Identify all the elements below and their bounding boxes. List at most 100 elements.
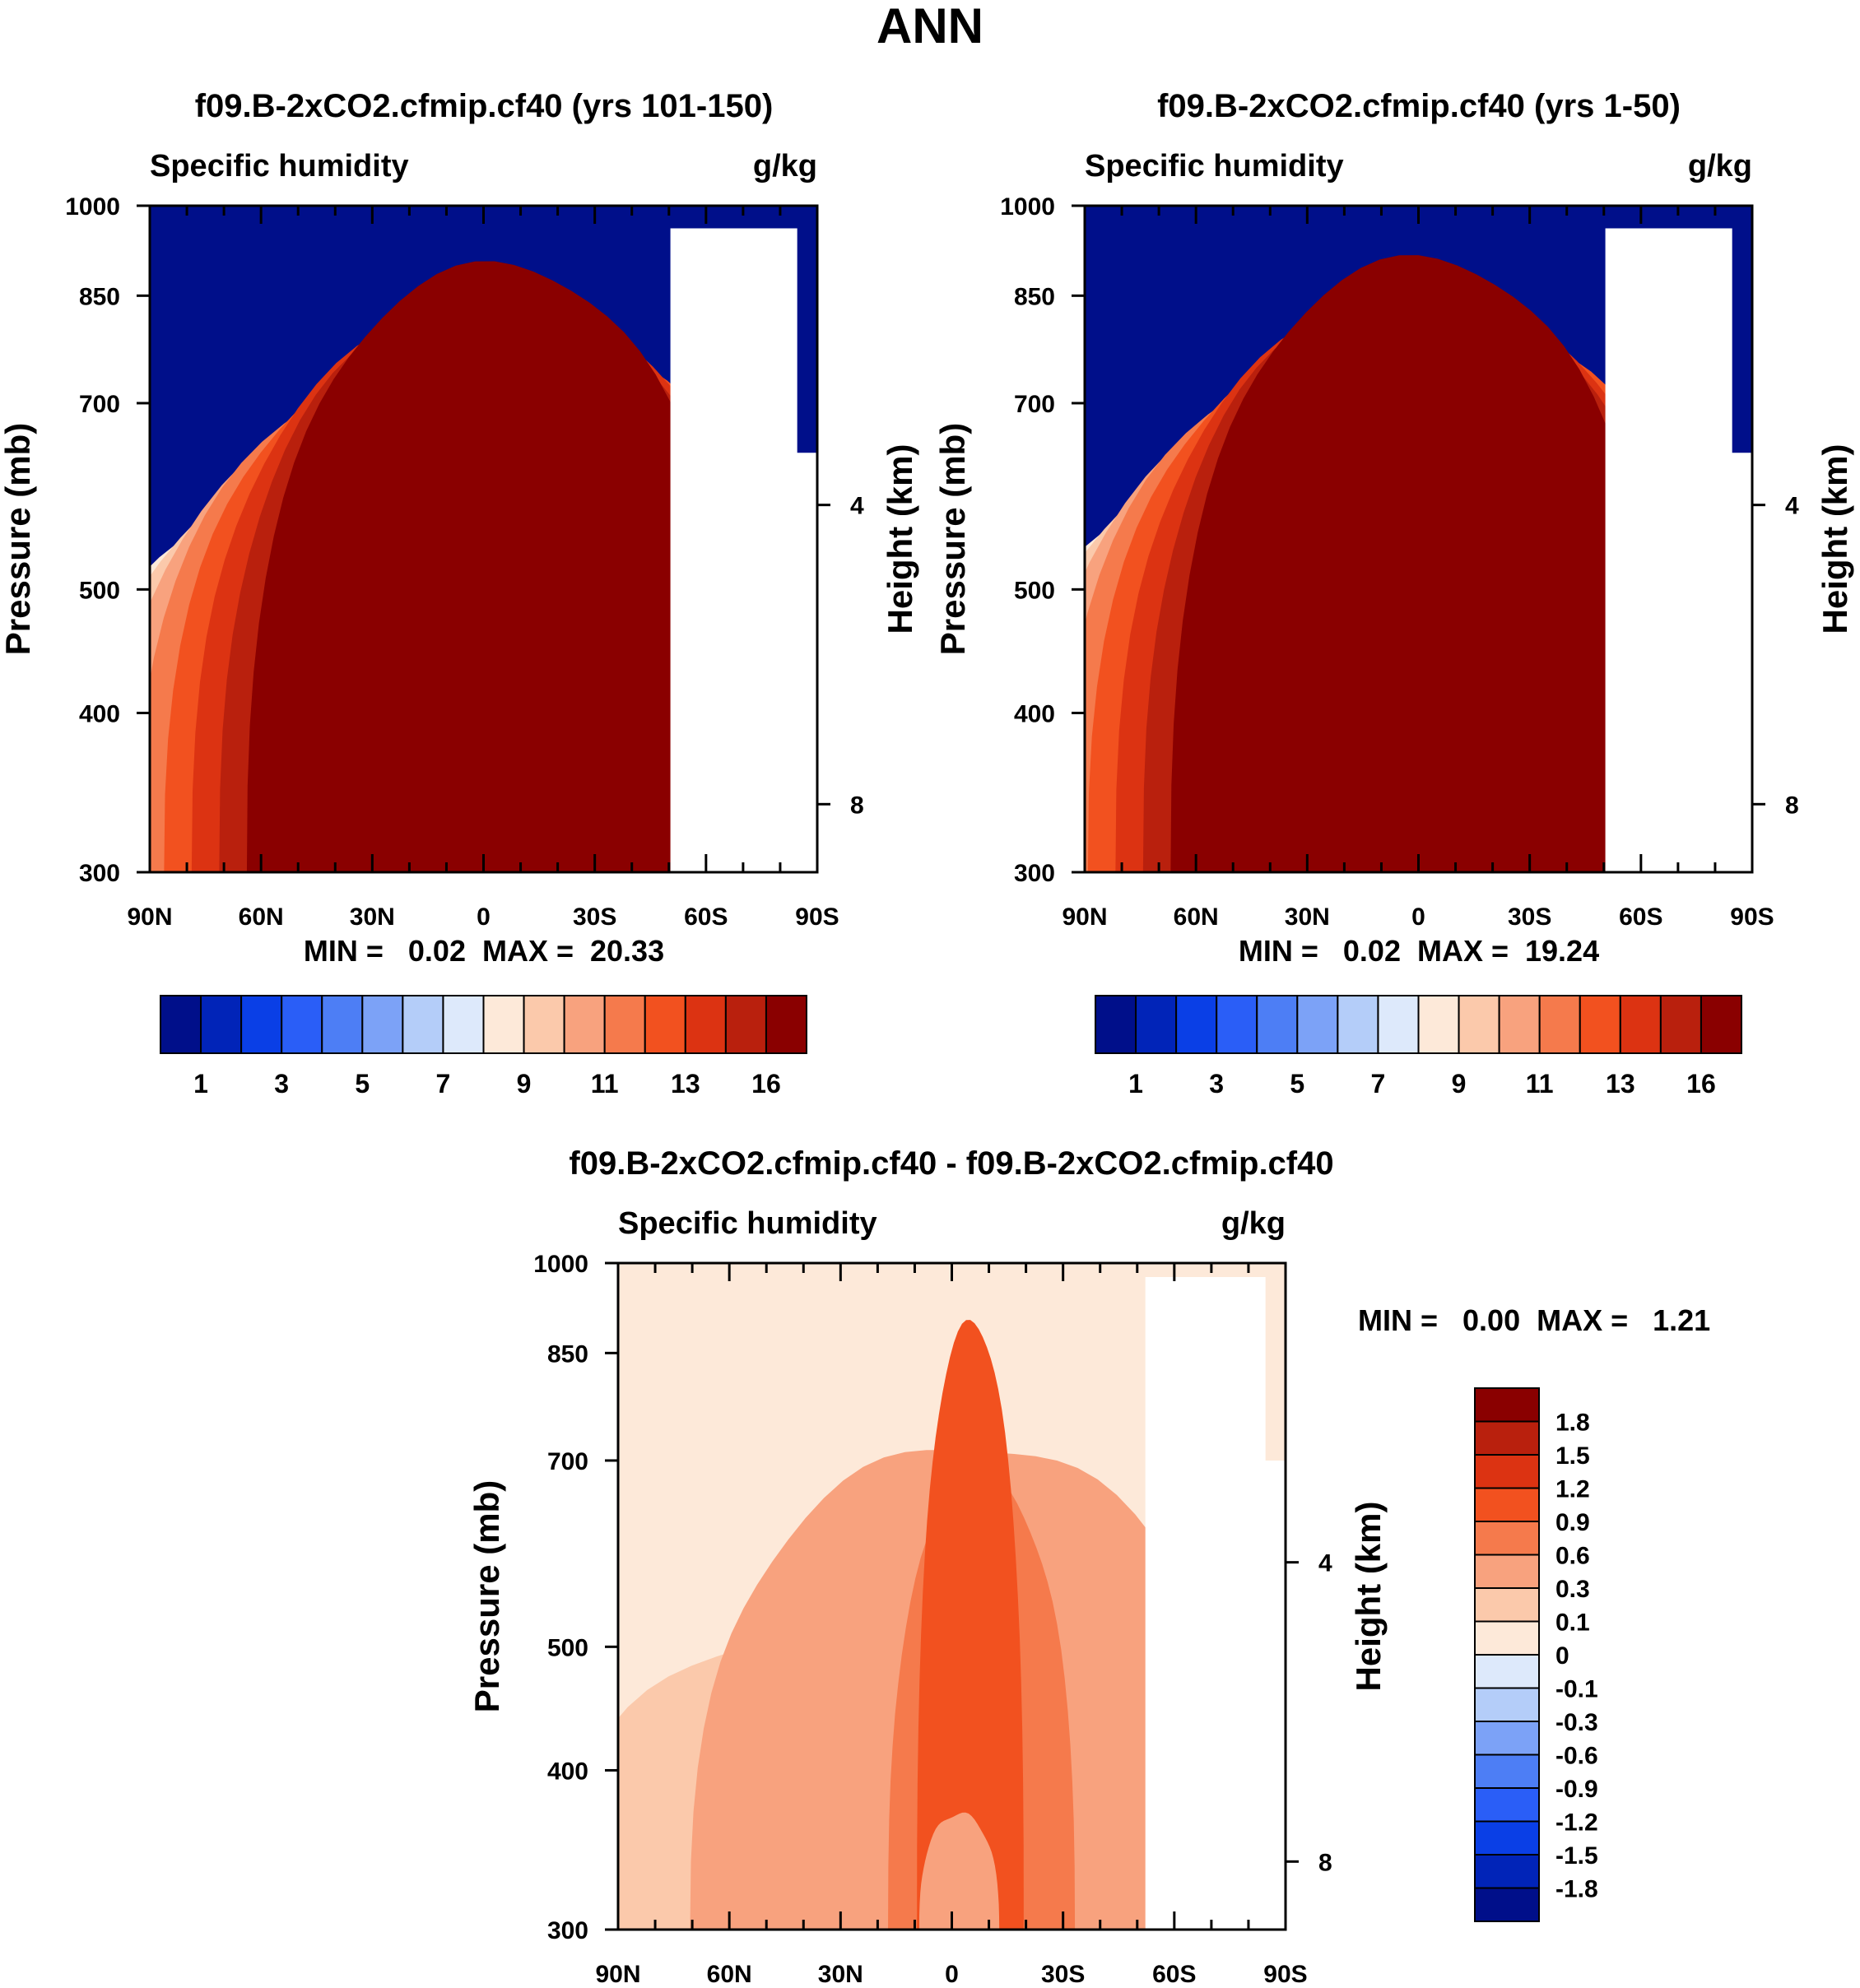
panel-difference: f09.B-2xCO2.cfmip.cf40 - f09.B-2xCO2.cfm… [467, 1145, 1710, 1988]
colorbar-label: 13 [1606, 1069, 1635, 1099]
colorbar-box [1474, 1554, 1540, 1589]
y-tick-label: 700 [1014, 391, 1055, 418]
x-tick-label: 0 [477, 903, 491, 931]
y2-axis-label: Height (km) [1816, 444, 1854, 634]
y-tick-label: 400 [79, 700, 120, 727]
missing-data-mask [1145, 1277, 1286, 1930]
colorbar-label: 9 [1452, 1069, 1467, 1099]
contour-band [246, 261, 743, 872]
colorbar-box [724, 995, 767, 1054]
colorbar-box [1417, 995, 1460, 1054]
colorbar-box [1474, 1721, 1540, 1756]
colorbar-label: 16 [751, 1069, 781, 1099]
colorbar-label: -0.1 [1555, 1676, 1598, 1703]
contour-field [618, 1263, 1286, 1930]
colorbar-box [160, 995, 202, 1054]
contour-band [917, 1320, 1024, 1930]
colorbar-box [1256, 995, 1299, 1054]
colorbar-label: -0.9 [1555, 1776, 1598, 1803]
figure-title: ANN [877, 0, 983, 53]
colorbar-label: 1.5 [1555, 1442, 1590, 1470]
colorbar-label: 0.9 [1555, 1509, 1590, 1536]
min-max-readout: MIN = 0.02 MAX = 20.33 [304, 934, 664, 968]
colorbar-box [1377, 995, 1420, 1054]
x-tick-label: 90N [595, 1961, 640, 1988]
colorbar-box [402, 995, 444, 1054]
colorbar-box [523, 995, 565, 1054]
colorbar-label: 11 [1526, 1069, 1554, 1099]
colorbar-label: 0 [1555, 1642, 1569, 1670]
colorbar-box [1498, 995, 1541, 1054]
contour-band [918, 1812, 1000, 1930]
y-tick-label: 500 [79, 577, 120, 604]
colorbar-label: 0.6 [1555, 1543, 1590, 1570]
colorbar-label: -1.2 [1555, 1809, 1598, 1837]
colorbar-box [1474, 1854, 1540, 1889]
colorbar-box [1474, 1587, 1540, 1623]
colorbar-box [1175, 995, 1218, 1054]
colorbar-box [482, 995, 525, 1054]
y-tick-label: 300 [547, 1917, 588, 1944]
colorbar-box [1700, 995, 1742, 1054]
colorbar-label: 1.8 [1555, 1410, 1590, 1437]
y-tick-label: 300 [79, 860, 120, 887]
y-tick-label: 1000 [533, 1251, 588, 1278]
colorbar-box [1474, 1454, 1540, 1489]
y-tick-label: 300 [1014, 860, 1055, 887]
colorbar-box [1474, 1687, 1540, 1722]
colorbar-label: 9 [517, 1069, 532, 1099]
panel-top-right: f09.B-2xCO2.cfmip.cf40 (yrs 1-50) Specif… [933, 88, 1854, 1099]
units-label: g/kg [1221, 1206, 1286, 1241]
missing-data-mask [1605, 228, 1752, 872]
colorbar-label: -0.6 [1555, 1743, 1598, 1770]
colorbar-label: 11 [591, 1069, 619, 1099]
y2-tick-label: 8 [1785, 792, 1799, 819]
colorbar-box [1619, 995, 1662, 1054]
x-tick-label: 60S [1152, 1961, 1196, 1988]
colorbar-label: -1.8 [1555, 1876, 1598, 1903]
colorbar-label: 3 [274, 1069, 289, 1099]
axes: 90N 60N 30N 0 30S 60S 90S 300 400 500 700 850 1000 8 4 [65, 193, 864, 931]
colorbar-box [1458, 995, 1500, 1054]
colorbar: 1.8 1.5 1.2 0.9 0.6 0.3 0.1 0 -0.1 -0.3 -0.6 -0.9 -1… [1474, 1387, 1598, 1922]
colorbar-label: 1 [193, 1069, 208, 1099]
x-tick-label: 0 [1411, 903, 1425, 931]
panel-title: f09.B-2xCO2.cfmip.cf40 - f09.B-2xCO2.cfm… [569, 1145, 1333, 1182]
x-tick-label: 30N [350, 903, 395, 931]
y-tick-label: 1000 [65, 193, 120, 221]
colorbar-box [1474, 1521, 1540, 1556]
panel-title: f09.B-2xCO2.cfmip.cf40 (yrs 1-50) [1157, 88, 1681, 124]
y-tick-label: 400 [547, 1758, 588, 1785]
colorbar-box [765, 995, 807, 1054]
variable-label: Specific humidity [618, 1206, 877, 1241]
y2-tick-label: 8 [850, 792, 864, 819]
colorbar-box [1296, 995, 1339, 1054]
min-max-readout: MIN = 0.02 MAX = 19.24 [1239, 934, 1599, 968]
colorbar-box [684, 995, 727, 1054]
x-tick-label: 30N [1285, 903, 1330, 931]
axes: 90N 60N 30N 0 30S 60S 90S 300 400 500 700 850 1000 8 4 [1000, 193, 1799, 931]
units-label: g/kg [753, 149, 817, 183]
units-label: g/kg [1688, 149, 1752, 183]
contour-field [150, 206, 817, 872]
colorbar-box [563, 995, 606, 1054]
colorbar-box [1135, 995, 1178, 1054]
colorbar-box [644, 995, 686, 1054]
colorbar-box [1579, 995, 1621, 1054]
colorbar-box [1095, 995, 1137, 1054]
colorbar-label: 5 [355, 1069, 370, 1099]
colorbar-label: 0.1 [1555, 1609, 1590, 1637]
x-tick-label: 90S [1263, 1961, 1307, 1988]
y-tick-label: 500 [1014, 577, 1055, 604]
x-tick-label: 60S [1619, 903, 1662, 931]
x-tick-label: 90N [127, 903, 172, 931]
colorbar-box [1474, 1887, 1540, 1922]
colorbar-box [281, 995, 323, 1054]
colorbar-box [321, 995, 364, 1054]
y-axis-label: Pressure (mb) [467, 1480, 506, 1712]
colorbar-box [1337, 995, 1379, 1054]
missing-data-mask [670, 228, 817, 872]
y2-axis-label: Height (km) [881, 444, 919, 634]
colorbar-box [200, 995, 243, 1054]
x-tick-label: 60N [1174, 903, 1219, 931]
